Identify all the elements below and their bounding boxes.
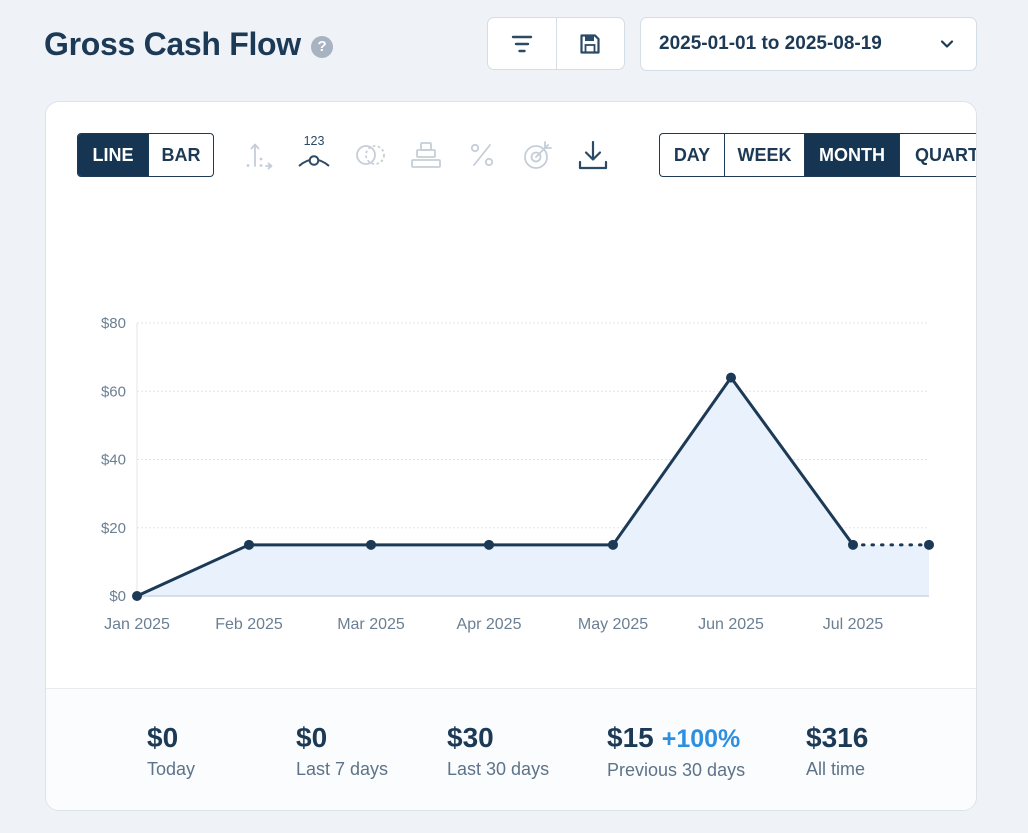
compare-tool[interactable] [352, 137, 388, 173]
period-toggle: DAY WEEK MONTH QUART [659, 133, 976, 177]
percent-icon [470, 143, 494, 167]
x-tick-label: Mar 2025 [337, 616, 405, 633]
stack-icon [411, 142, 441, 168]
period-day[interactable]: DAY [673, 144, 711, 165]
x-tick-label: May 2025 [578, 616, 648, 633]
stat-label: Last 7 days [296, 759, 389, 779]
data-point [366, 539, 376, 550]
goal-tool[interactable] [520, 137, 556, 173]
stat-value: $0 [147, 722, 179, 753]
stat-today: $0 Today [147, 721, 195, 780]
stat-value: $0 [296, 722, 328, 753]
filter-icon [511, 35, 532, 52]
data-point [848, 539, 858, 550]
x-tick-label: Jan 2025 [104, 616, 170, 633]
y-tick-label: $0 [109, 588, 126, 605]
compare-icon [356, 145, 385, 165]
data-labels-icon: 123 [298, 134, 330, 167]
change-badge: +100% [661, 725, 741, 753]
stat-all-time: $316 All time [806, 721, 868, 780]
chevron-down-icon [940, 40, 954, 48]
page-title-text: Gross Cash Flow [44, 26, 301, 62]
x-tick-label: Jun 2025 [698, 616, 764, 633]
help-icon[interactable]: ? [310, 35, 333, 58]
x-tick-label: Feb 2025 [215, 616, 283, 633]
x-tick-label: Apr 2025 [457, 616, 522, 633]
percent-tool[interactable] [464, 137, 500, 173]
stat-label: Today [147, 759, 196, 779]
x-tick-label: Jul 2025 [823, 616, 884, 633]
stat-value: $30 [447, 722, 494, 753]
save-button[interactable] [555, 18, 625, 69]
data-point [484, 539, 494, 550]
stat-label: Previous 30 days [607, 760, 746, 780]
stats-bar: $0 Today $0 Last 7 days $30 Last 30 days… [46, 689, 976, 810]
stats-divider [46, 688, 976, 689]
chart-card: LINE BAR 123 [45, 101, 977, 811]
page-title: Gross Cash Flow ? [44, 26, 333, 63]
area-fill [137, 377, 929, 596]
save-icon [580, 33, 600, 54]
axis-tool[interactable] [240, 137, 276, 173]
download-icon [578, 140, 608, 170]
period-week[interactable]: WEEK [724, 134, 804, 176]
y-tick-label: $40 [101, 452, 126, 469]
y-tick-label: $20 [101, 520, 126, 537]
data-point [608, 539, 618, 550]
chart-type-line[interactable]: LINE [78, 134, 148, 176]
axis-icon [246, 143, 273, 170]
period-month[interactable]: MONTH [804, 134, 899, 176]
stat-label: Last 30 days [447, 759, 550, 779]
y-tick-label: $60 [101, 383, 126, 400]
stat-value: $15 +100% [607, 722, 741, 753]
data-point [924, 539, 934, 550]
data-point [132, 591, 142, 601]
filter-button[interactable] [488, 18, 556, 69]
date-range-value: 2025-01-01 to 2025-08-19 [659, 33, 882, 54]
header-action-group [487, 17, 625, 70]
y-tick-label: $80 [101, 315, 126, 332]
stat-last-30-days: $30 Last 30 days [447, 721, 549, 780]
data-point [244, 539, 254, 550]
goal-icon [524, 141, 552, 169]
stack-tool[interactable] [408, 137, 444, 173]
data-point [726, 372, 736, 383]
stat-last-7-days: $0 Last 7 days [296, 721, 388, 780]
period-quarter[interactable]: QUART [899, 134, 976, 176]
data-labels-badge: 123 [304, 134, 325, 148]
data-labels-tool[interactable]: 123 [296, 133, 332, 173]
stat-label: All time [806, 759, 866, 779]
download-tool[interactable] [575, 137, 611, 173]
cash-flow-chart: $0 $20 $40 $60 $80 Jan 2025 Feb 2025 Mar 2025 Ap… [101, 315, 934, 633]
chart-type-toggle: LINE BAR [77, 133, 214, 177]
date-range-select[interactable]: 2025-01-01 to 2025-08-19 [640, 17, 977, 71]
stat-previous-30-days: $15 +100% Previous 30 days [607, 721, 745, 781]
stat-value: $316 [806, 722, 869, 753]
chart-type-bar[interactable]: BAR [148, 134, 213, 176]
